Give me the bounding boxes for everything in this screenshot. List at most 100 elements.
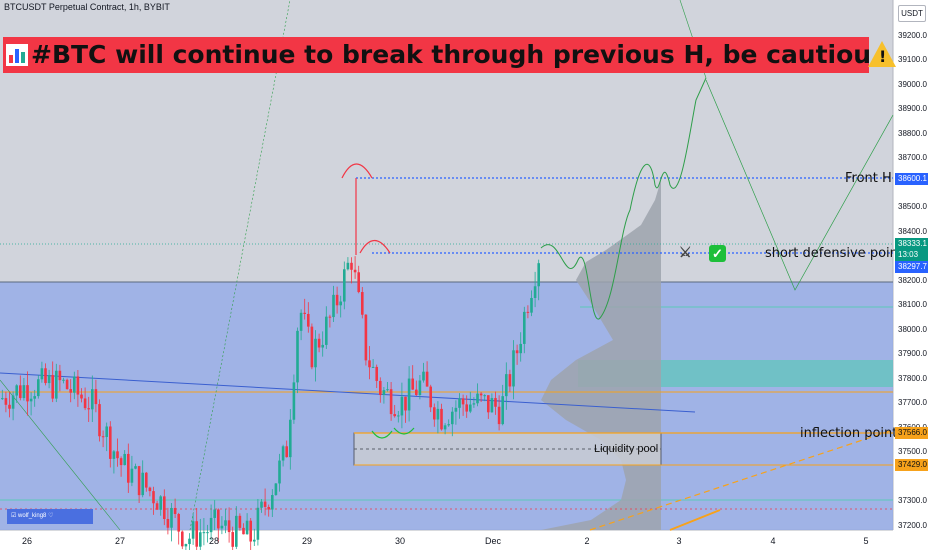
candle [361,292,364,315]
price-axis-bg [893,0,932,550]
candle [267,506,270,510]
candle [479,393,483,396]
candle [271,495,274,510]
candle [249,520,252,542]
candle [429,386,432,408]
candle [472,403,476,405]
symbol-title: BTCUSDT Perpetual Contract, 1h, BYBIT [4,2,170,12]
candle [537,263,540,287]
candle [105,426,108,438]
candle [127,453,130,483]
price-tick-label: 38000.0 [898,324,927,334]
candle [199,532,202,547]
candle [533,286,537,298]
price-tick-label: 38200.0 [898,275,927,285]
candle [289,419,292,458]
candle [8,404,11,409]
candle [357,272,360,293]
time-tick-label: 3 [676,536,682,546]
candle [497,406,501,425]
candle [141,472,144,496]
candle [325,316,328,345]
candle [195,521,198,547]
candle [80,394,83,399]
candle [476,393,479,404]
candle [224,520,227,526]
candle [55,370,58,399]
time-tick-label: 4 [770,536,776,546]
candle [170,507,173,528]
candle [505,374,508,397]
green-arc [393,427,415,435]
green-diagonal [189,0,291,531]
candle [321,344,324,348]
candle [177,514,180,532]
candle [235,515,238,547]
candle [51,375,54,399]
price-tick-label: 37700.0 [898,398,927,408]
price-badge: 37566.0 [895,427,928,439]
candle [350,262,353,270]
headline-text: #BTC will continue to break through prev… [31,40,869,69]
candle [443,425,447,430]
green-diagonal [705,79,894,291]
candle [134,466,137,469]
price-tick-label: 37200.0 [898,520,927,530]
candle [371,366,375,368]
candle [389,389,393,415]
candle [299,312,303,331]
candle [217,509,220,529]
candle [62,379,65,381]
candle [494,398,497,407]
candle [451,411,454,425]
candle [238,515,242,528]
candle [112,451,116,459]
candle [91,389,94,410]
candle [15,385,18,396]
red-arc [359,239,391,254]
headline-banner: #BTC will continue to break through prev… [3,37,869,73]
candle [515,350,519,354]
price-badge: 38297.7 [895,261,928,273]
candle [407,378,411,411]
candle [83,398,87,409]
candle [317,338,321,348]
candle [339,301,342,306]
candle [346,262,350,270]
candle [508,374,512,387]
candle [152,491,155,504]
candle [335,294,339,306]
candle [310,326,314,368]
candle [181,531,184,547]
candle [487,395,490,413]
candle [227,520,231,533]
candle [523,311,526,344]
liquidity-pool-label: Liquidity pool [594,443,659,455]
time-tick-label: 2 [584,536,590,546]
candle [512,350,515,387]
candle [263,501,267,507]
candle [245,520,249,535]
candle [231,532,234,547]
time-axis-bg [0,530,893,550]
candle [98,404,101,437]
bar-chart-icon [6,44,28,66]
blue-zone [0,282,893,530]
candle [328,316,332,318]
candle [461,398,465,405]
candle [73,376,76,393]
candle [404,396,407,411]
candle [116,451,119,459]
price-tick-label: 38800.0 [898,128,927,138]
candle [65,379,69,390]
candle [490,398,494,413]
candle [253,539,256,542]
candle [119,458,123,466]
currency-button[interactable]: USDT [898,5,926,22]
candle [191,521,195,539]
candle [425,371,429,387]
price-tick-label: 38900.0 [898,104,927,114]
candle [188,538,191,545]
author-tag: ☑ wolf_king8 ♡ [7,509,93,524]
